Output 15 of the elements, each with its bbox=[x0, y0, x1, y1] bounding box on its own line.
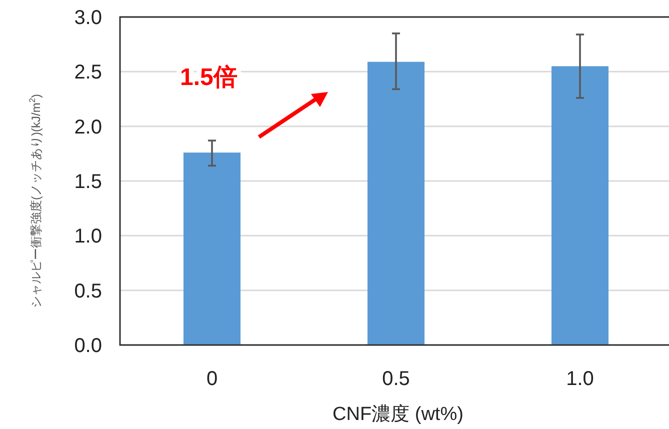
x-axis-title: CNF濃度 (wt%) bbox=[332, 403, 464, 425]
bar bbox=[183, 152, 241, 345]
bar bbox=[367, 62, 425, 345]
x-tick-label: 0.5 bbox=[382, 368, 410, 390]
y-tick-label: 3.0 bbox=[74, 7, 102, 29]
annotation: 1.5倍 bbox=[180, 64, 238, 91]
y-tick-label: 1.5 bbox=[74, 171, 102, 193]
y-tick-label: 0.0 bbox=[74, 335, 102, 357]
y-tick-label: 2.5 bbox=[74, 62, 102, 84]
y-tick-label: 1.0 bbox=[74, 226, 102, 248]
bar bbox=[551, 66, 609, 345]
x-tick-label: 1.0 bbox=[566, 368, 594, 390]
y-tick-label: 2.0 bbox=[74, 116, 102, 138]
y-tick-label: 0.5 bbox=[74, 280, 102, 302]
x-tick-label: 0 bbox=[206, 368, 218, 390]
